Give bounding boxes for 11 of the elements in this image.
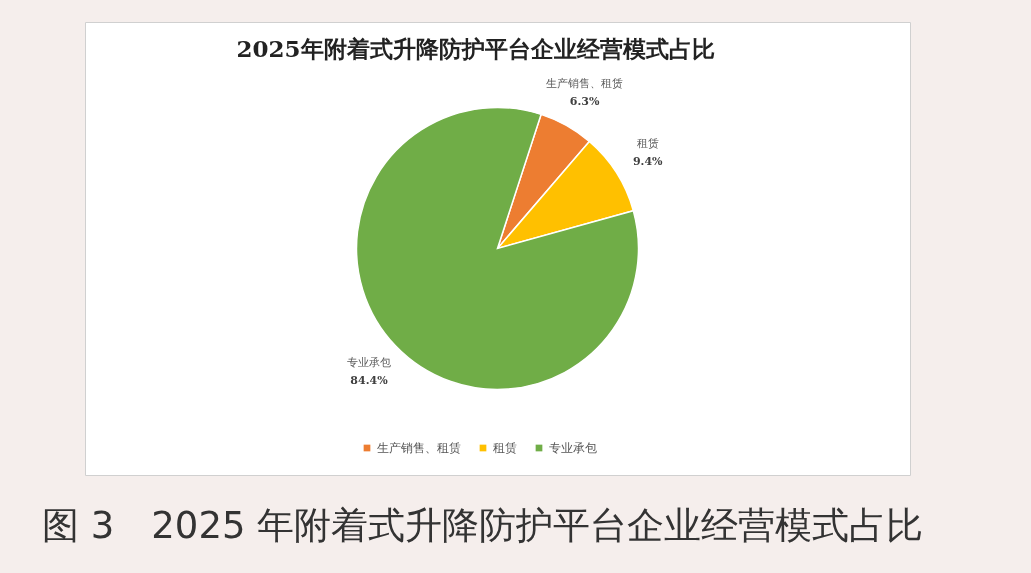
data-label: 9.4%: [632, 155, 664, 168]
chart-title: 2025年附着式升降防护平台企业经营模式占比: [236, 35, 715, 62]
legend-label: 生产销售、租赁: [377, 441, 461, 455]
caption: 图 3 2025 年附着式升降防护平台企业经营模式占比: [42, 504, 924, 547]
data-label: 6.3%: [569, 95, 600, 109]
legend-label: 专业承包: [549, 441, 597, 455]
data-label: 84.4%: [350, 373, 389, 387]
slice-label: 专业承包: [346, 355, 391, 369]
legend-label: 租赁: [493, 441, 517, 455]
slice-label: 生产销售、租赁: [546, 77, 624, 91]
slice-label: 租赁: [636, 137, 659, 150]
